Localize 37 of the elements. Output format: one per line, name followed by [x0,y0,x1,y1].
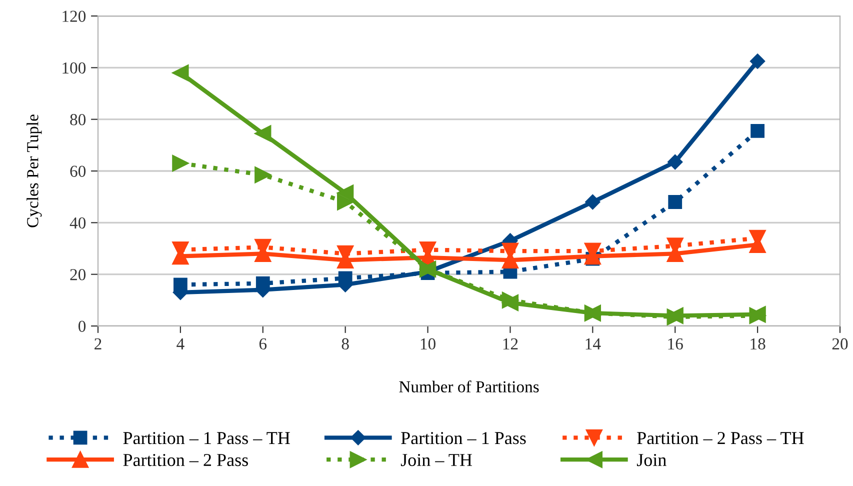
point [254,166,272,184]
point [668,195,682,209]
point [254,125,272,142]
point [585,194,600,210]
x-tick-label: 12 [503,338,518,350]
point [502,294,519,312]
point [750,124,764,138]
legend-label: Join [636,454,666,466]
point [668,154,683,170]
legend-label: Partition – 2 Pass [123,454,248,466]
point [337,184,354,202]
y-tick-label: 0 [78,320,86,332]
x-tick-label: 14 [586,338,601,350]
point [337,194,354,210]
x-tick-label: 8 [342,338,349,350]
x-tick-label: 16 [668,338,683,350]
y-tick-label: 80 [70,114,86,126]
x-tick-label: 2 [94,338,102,350]
x-tick-label: 6 [259,338,267,350]
y-tick-label: 40 [70,217,86,229]
y-tick-label: 100 [62,62,86,74]
y-tick-label: 60 [70,166,86,177]
legend-label: Partition – 1 Pass – TH [123,432,290,444]
x-tick-label: 4 [176,338,184,350]
legend-label: Partition – 2 Pass – TH [637,432,804,444]
y-axis-title: Cycles Per Tuple [26,114,42,228]
y-tick-label: 20 [70,269,86,280]
x-tick-label: 10 [420,338,436,350]
legend-label: Partition – 1 Pass [401,432,526,444]
x-tick-label: 18 [750,338,766,350]
x-axis-title: Number of Partitions [399,380,539,392]
y-tick-label: 120 [62,10,86,22]
point [750,54,766,69]
x-tick-label: 20 [832,338,848,350]
point [172,154,189,172]
point [172,64,189,82]
legend-label: Join – TH [400,454,472,466]
